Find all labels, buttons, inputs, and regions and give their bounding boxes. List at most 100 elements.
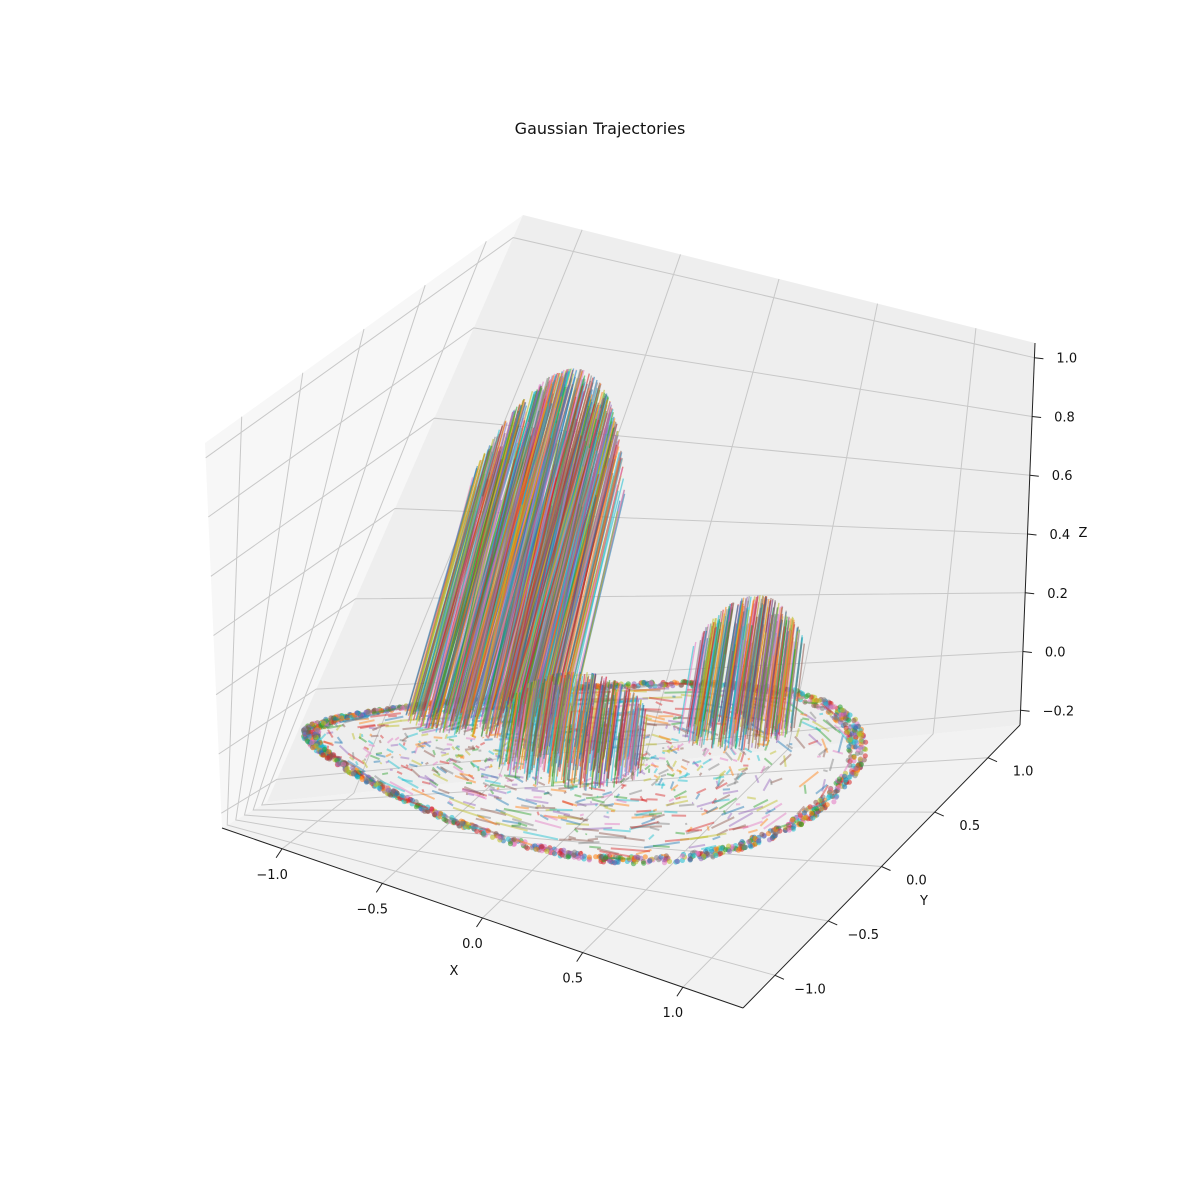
x-axis-label: X <box>450 964 459 979</box>
surface-trail <box>708 826 709 830</box>
surface-trail <box>412 752 416 753</box>
ring-point <box>718 851 723 856</box>
ring-point <box>837 776 842 781</box>
surface-trail <box>662 752 665 753</box>
surface-trail <box>380 763 381 764</box>
surface-trail <box>503 763 504 764</box>
surface-trail <box>802 718 809 719</box>
ring-point <box>800 691 805 696</box>
surface-trail <box>817 756 821 757</box>
z-tick <box>1021 710 1030 711</box>
ring-point <box>821 697 826 702</box>
ring-point <box>713 853 718 858</box>
ring-point <box>840 708 845 713</box>
surface-trail <box>391 745 399 746</box>
y-tick-label: 0.0 <box>906 874 927 889</box>
ring-point <box>400 706 405 711</box>
surface-trail <box>540 778 542 779</box>
surface-trail <box>333 756 342 757</box>
surface-trail <box>369 745 375 746</box>
surface-trail <box>416 728 423 729</box>
ring-point <box>829 705 834 710</box>
x-tick-label: 1.0 <box>663 1006 684 1021</box>
ring-point <box>799 822 804 827</box>
surface-trail <box>577 804 598 805</box>
ring-point <box>566 854 571 859</box>
ring-point <box>756 838 761 843</box>
surface-trail <box>532 790 545 791</box>
surface-trail <box>382 773 388 774</box>
surface-trail <box>747 797 756 798</box>
ring-point <box>386 788 391 793</box>
ring-point <box>847 712 852 717</box>
surface-trail <box>595 837 627 838</box>
surface-trail <box>586 834 587 835</box>
surface-trail <box>680 748 683 749</box>
surface-trail <box>386 761 389 762</box>
surface-trail <box>533 785 536 787</box>
z-tick-label: 0.8 <box>1054 410 1075 425</box>
ring-point <box>587 855 592 860</box>
surface-trail <box>485 767 489 768</box>
surface-trail <box>664 812 677 813</box>
surface-trail <box>748 759 750 760</box>
ring-point <box>642 680 647 685</box>
ring-point <box>328 715 333 720</box>
ring-point <box>344 766 349 771</box>
ring-point <box>727 849 732 854</box>
ring-point <box>377 785 382 790</box>
surface-trail <box>588 839 598 840</box>
surface-trail <box>653 809 657 811</box>
surface-trail <box>370 734 372 736</box>
ring-point <box>858 738 863 743</box>
surface-trail <box>362 734 363 737</box>
ring-point <box>506 837 511 842</box>
x-tick-label: −0.5 <box>357 902 389 917</box>
surface-trail <box>679 805 694 806</box>
surface-trail <box>328 746 329 750</box>
y-tick <box>882 867 891 871</box>
ring-point <box>388 792 393 797</box>
surface-trail <box>687 830 702 831</box>
ring-point <box>809 811 814 816</box>
ring-point <box>508 841 513 846</box>
surface-trail <box>558 788 573 789</box>
ring-point <box>858 757 863 762</box>
axis-panes <box>205 215 1035 1008</box>
x-tick-label: −1.0 <box>256 868 288 883</box>
ring-point <box>432 812 437 817</box>
surface-trail <box>400 754 401 755</box>
ring-point <box>626 681 631 686</box>
x-tick <box>276 849 282 858</box>
surface-trail <box>656 823 670 824</box>
surface-trail <box>823 770 827 771</box>
x-tick-label: 0.0 <box>462 937 483 952</box>
z-tick <box>1028 534 1037 535</box>
ring-point <box>810 815 815 820</box>
surface-trail <box>805 785 806 794</box>
z-axis-label: Z <box>1079 526 1088 541</box>
ring-point <box>593 854 598 859</box>
surface-trail <box>481 776 484 777</box>
z-tick <box>1030 475 1039 476</box>
ring-point <box>634 854 639 859</box>
z-tick-label: 0.0 <box>1045 646 1066 661</box>
ring-point <box>490 835 495 840</box>
surface-trail <box>771 780 772 785</box>
surface-trail <box>804 702 818 703</box>
surface-trail <box>814 707 824 708</box>
surface-trail <box>434 737 443 738</box>
surface-trail <box>604 816 610 817</box>
surface-trail <box>704 810 707 812</box>
z-tick-label: −0.2 <box>1043 704 1075 719</box>
surface-trail <box>590 802 591 803</box>
ring-point <box>831 799 836 804</box>
ring-point <box>572 850 577 855</box>
surface-trail <box>473 761 481 762</box>
surface-trail <box>639 757 650 758</box>
surface-trail <box>550 810 573 811</box>
x-tick <box>577 953 583 962</box>
ring-point <box>305 739 310 744</box>
